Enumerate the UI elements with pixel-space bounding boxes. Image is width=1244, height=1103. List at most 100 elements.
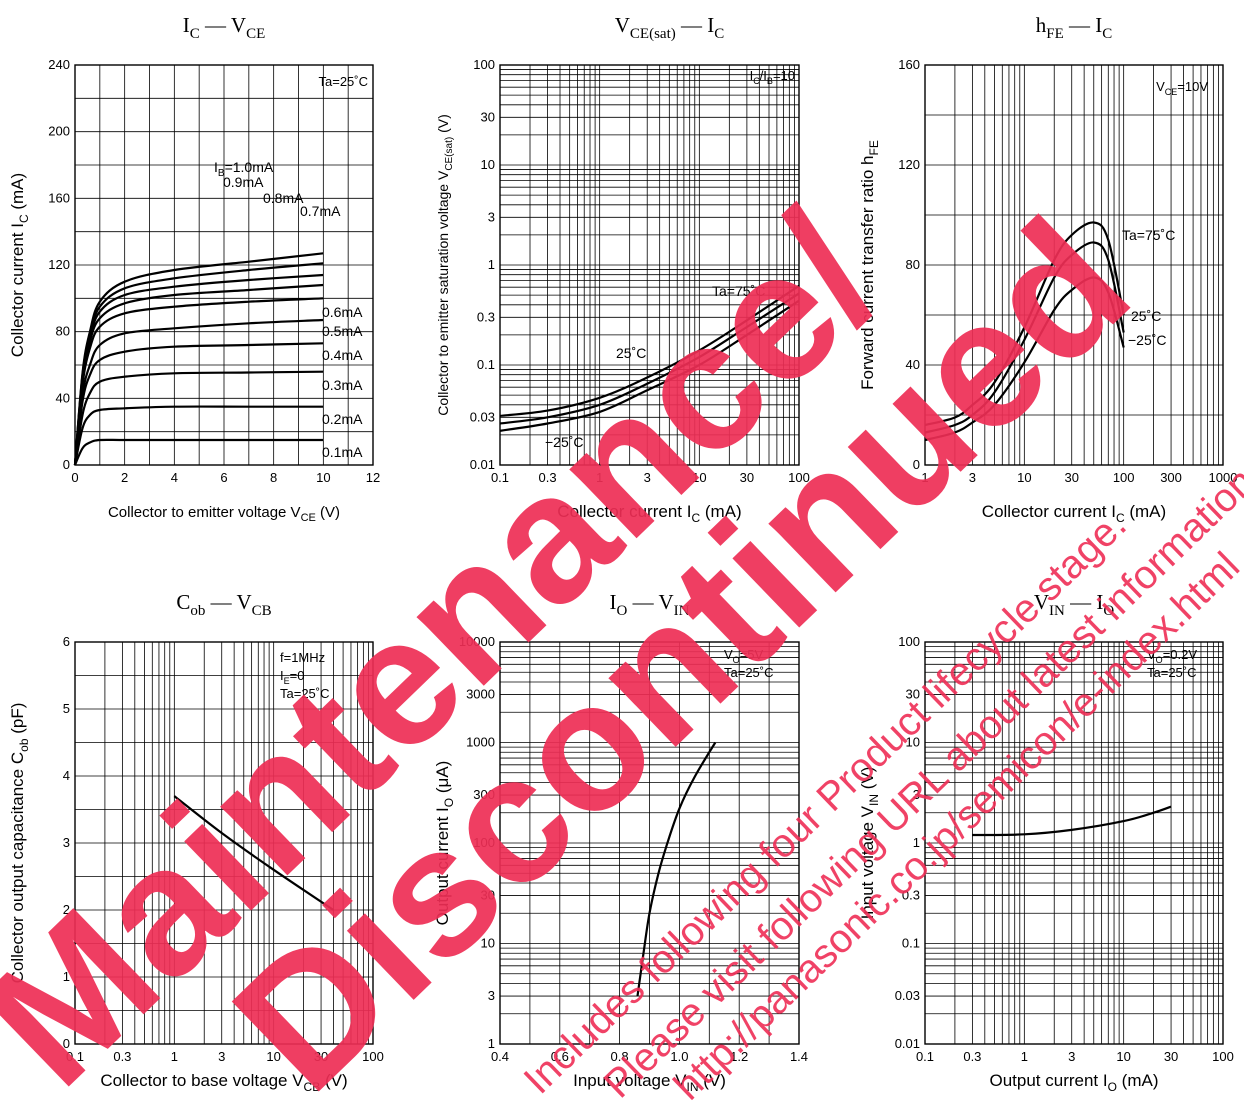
x-tick-label: 0.4 [491,1049,509,1064]
plot-frame [499,64,800,466]
x-axis-label: Collector to emitter voltage VCE​ (V) [108,504,340,524]
x-tick-label: 0.1 [491,470,509,485]
series-label: Ta=75˚C [712,283,765,299]
series-line [73,438,324,466]
x-tick-label: 0 [71,470,78,485]
x-tick-label: 1.4 [790,1049,808,1064]
condition-label: IC​/IB​=10 [750,68,795,86]
chart-title: VIN​ — IO​ [1034,590,1115,619]
y-tick-label: 30 [481,888,495,903]
y-tick-label: 120 [898,157,920,172]
condition-label: VO​=0.2V [1147,647,1197,665]
chart-3: 1 3 10 30 100 300 1000 0 40 80 120 160 hFE​ — IC​ Col… [858,13,1237,525]
y-tick-label: 40 [906,357,920,372]
y-tick-label: 0 [913,457,920,472]
x-tick-label: 6 [220,470,227,485]
y-tick-label: 3 [63,835,70,850]
condition-label: VO​=5V [724,647,764,665]
series-line [924,276,1125,442]
series-label: 25˚C [616,345,646,361]
y-tick-label: 1 [488,1036,495,1051]
y-tick-label: 0 [63,1036,70,1051]
x-tick-label: 300 [1160,470,1182,485]
y-tick-label: 30 [481,109,495,124]
plot-frame [499,641,800,1045]
grid [74,641,374,1045]
series-label: IB​=1.0mA [214,159,274,179]
y-tick-label: 0.3 [477,309,495,324]
plot-frame [924,64,1224,466]
y-tick-label: 3000 [466,687,495,702]
condition-label: VCE​=10V [1156,79,1208,97]
y-axis-label: Collector current IC​ (mA) [8,173,31,357]
y-tick-label: 1 [913,835,920,850]
chart-2: 0.1 0.3 1 3 10 30 100 0.01 0.03 0.1 0.3 1 3 10 30 100 VC… [435,13,810,525]
series-line [499,284,800,417]
series-line [73,405,324,466]
y-tick-label: 0.1 [902,936,920,951]
x-tick-label: 100 [1212,1049,1234,1064]
grid [924,641,1224,1045]
y-tick-label: 0 [63,457,70,472]
y-axis-label: Collector output capacitance Cob​ (pF) [8,703,31,984]
x-tick-label: 10 [266,1049,280,1064]
condition-label: Ta=25˚C [1147,665,1197,680]
y-tick-label: 4 [63,768,70,783]
series-line [636,741,717,997]
y-tick-label: 10000 [459,634,495,649]
y-tick-label: 0.01 [895,1036,920,1051]
series-line [924,241,1125,434]
chart-title: IC​ — VCE​ [183,13,265,42]
x-tick-label: 0.6 [551,1049,569,1064]
condition-label: Ta=25˚C [280,686,330,701]
y-tick-label: 6 [63,634,70,649]
y-tick-label: 3 [488,988,495,1003]
grid [499,64,800,466]
x-tick-label: 1 [171,1049,178,1064]
x-tick-label: 10 [1116,1049,1130,1064]
series-line [73,370,324,466]
plot-frame [74,641,374,1045]
grid [924,64,1224,466]
series-line [499,292,800,425]
y-tick-label: 5 [63,701,70,716]
x-tick-label: 30 [1164,1049,1178,1064]
series-label: −25˚C [545,434,584,450]
condition-label: IE​=0 [280,668,304,686]
chart-4: 0.1 0.3 1 3 10 30 100 0 1 2 3 4 5 6 Cob​ — VCB​ Collect… [8,590,384,1094]
x-tick-label: 3 [969,470,976,485]
x-tick-label: 0.1 [916,1049,934,1064]
y-tick-label: 100 [473,835,495,850]
y-tick-label: 120 [48,257,70,272]
x-tick-label: 0.3 [963,1049,981,1064]
chart-title: hFE​ — IC​ [1036,13,1113,42]
series-label: 0.1mA [322,444,363,460]
series-label: Ta=75˚C [1122,227,1175,243]
y-tick-label: 0.03 [470,409,495,424]
y-tick-label: 2 [63,902,70,917]
chart-5: 0.4 0.6 0.8 1.0 1.2 1.4 1 3 10 30 100 300 1000 3000 10… [433,590,808,1094]
x-axis-label: Collector current IC​ (mA) [982,502,1166,525]
grid [499,641,800,1045]
x-tick-label: 0.3 [539,470,557,485]
x-tick-label: 10 [692,470,706,485]
condition-label: Ta=25˚C [319,74,369,89]
y-tick-label: 0.03 [895,988,920,1003]
series-line [73,342,324,466]
condition-label: f=1MHz [280,650,325,665]
y-tick-label: 200 [48,124,70,139]
x-tick-label: 3 [644,470,651,485]
x-tick-label: 0.1 [66,1049,84,1064]
x-tick-label: 3 [218,1049,225,1064]
series-line [73,318,324,466]
y-axis-label: Forward current transfer ratio hFE​ [858,140,881,390]
series-label: 0.8mA [263,190,304,206]
y-tick-label: 30 [906,687,920,702]
x-tick-label: 1.0 [670,1049,688,1064]
x-tick-label: 0.3 [113,1049,131,1064]
y-tick-label: 1000 [466,735,495,750]
y-tick-label: 300 [473,787,495,802]
series-label: 25˚C [1131,308,1161,324]
y-tick-label: 100 [473,57,495,72]
x-tick-label: 1000 [1209,470,1238,485]
